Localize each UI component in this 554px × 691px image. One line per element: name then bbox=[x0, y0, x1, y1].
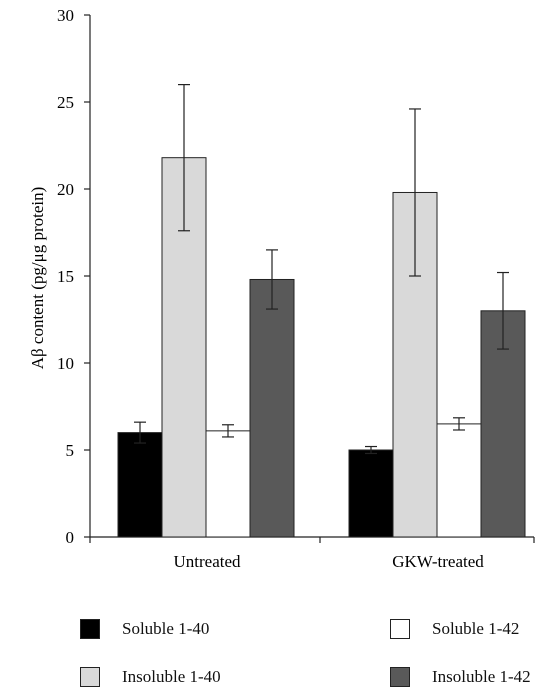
legend-item-insoluble-1-40: Insoluble 1-40 bbox=[80, 667, 221, 687]
bar bbox=[436, 423, 482, 538]
bar bbox=[117, 432, 163, 538]
legend-label-insoluble-1-42: Insoluble 1-42 bbox=[432, 667, 531, 686]
legend-label-insoluble-1-40: Insoluble 1-40 bbox=[122, 667, 221, 686]
x-tick-label: Untreated bbox=[173, 552, 241, 571]
y-tick-label: 5 bbox=[66, 441, 75, 460]
chart-axes: 0 5 10 15 20 25 30 Untreated GKW-treated bbox=[57, 6, 535, 571]
legend-label-soluble-1-40: Soluble 1-40 bbox=[122, 619, 210, 638]
bar bbox=[348, 449, 394, 538]
bar bbox=[249, 278, 295, 538]
legend-item-soluble-1-42: Soluble 1-42 bbox=[390, 619, 519, 639]
chart-bars bbox=[117, 157, 526, 538]
legend-swatch-soluble-1-42 bbox=[390, 619, 410, 639]
y-tick-label: 20 bbox=[57, 180, 74, 199]
bar bbox=[480, 310, 526, 538]
y-tick-label: 15 bbox=[57, 267, 74, 286]
bar bbox=[205, 430, 251, 538]
chart-error-bars bbox=[134, 83, 509, 455]
legend-swatch-insoluble-1-40 bbox=[80, 667, 100, 687]
legend-label-soluble-1-42: Soluble 1-42 bbox=[432, 619, 520, 638]
y-tick-label: 0 bbox=[66, 528, 75, 547]
y-axis-label: Aβ content (pg/μg protein) bbox=[28, 187, 47, 370]
y-tick-label: 10 bbox=[57, 354, 74, 373]
legend-swatch-soluble-1-40 bbox=[80, 619, 100, 639]
legend-item-insoluble-1-42: Insoluble 1-42 bbox=[390, 667, 531, 687]
chart: 0 5 10 15 20 25 30 Untreated GKW-treated Aβ cont… bbox=[28, 6, 535, 571]
x-tick-label: GKW-treated bbox=[392, 552, 484, 571]
legend-swatch-insoluble-1-42 bbox=[390, 667, 410, 687]
y-tick-label: 25 bbox=[57, 93, 74, 112]
legend-item-soluble-1-40: Soluble 1-40 bbox=[80, 619, 209, 639]
y-tick-label: 30 bbox=[57, 6, 74, 25]
